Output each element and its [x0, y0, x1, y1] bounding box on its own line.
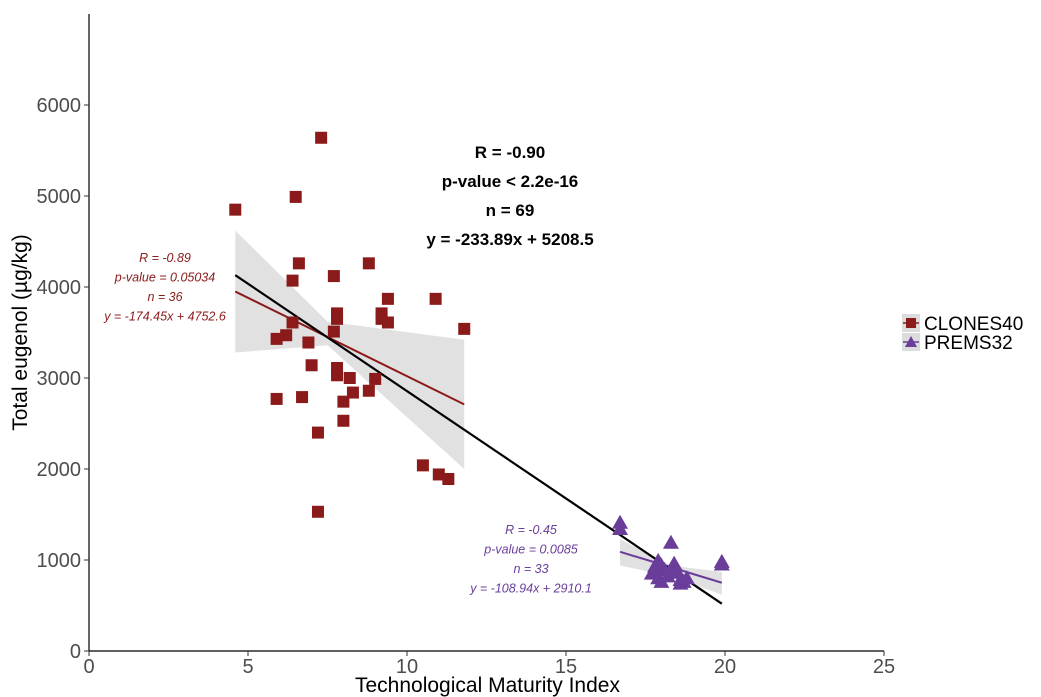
annotation-overall-line: y = -233.89x + 5208.5 [426, 230, 593, 249]
annotation-prems32-line: p-value = 0.0085 [483, 543, 578, 557]
point-clones40 [442, 473, 455, 486]
point-clones40 [296, 391, 309, 404]
axes: 0 5 10 15 20 25 0 1000 2000 3000 4000 5000 6000 Techn… [9, 14, 895, 697]
point-clones40 [315, 131, 328, 144]
point-clones40 [331, 369, 344, 382]
point-clones40 [362, 257, 375, 270]
annotation-prems32-line: n = 33 [513, 562, 548, 576]
point-clones40 [337, 395, 350, 408]
point-clones40 [311, 505, 324, 518]
annotation-clones40: R = -0.89 p-value = 0.05034 n = 36 y = -174… [103, 251, 226, 324]
annotation-clones40-line: n = 36 [147, 290, 182, 304]
point-clones40 [311, 426, 324, 439]
point-clones40 [432, 468, 445, 481]
annotation-prems32-line: y = -108.94x + 2910.1 [469, 582, 592, 596]
fit-line-overall [234, 274, 723, 605]
point-clones40 [286, 274, 299, 287]
annotation-overall-line: p-value < 2.2e-16 [442, 172, 579, 191]
confidence-band-clones40 [235, 230, 465, 469]
point-prems32 [713, 556, 730, 571]
point-prems32 [612, 521, 629, 536]
point-prems32 [675, 573, 692, 588]
point-clones40 [381, 292, 394, 305]
point-clones40 [343, 372, 356, 384]
y-tick-label: 4000 [37, 277, 82, 299]
point-clones40 [362, 384, 375, 397]
point-clones40 [286, 316, 299, 329]
legend-label: CLONES40 [924, 314, 1023, 335]
point-prems32 [662, 564, 679, 579]
point-clones40 [381, 316, 394, 329]
annotations: R = -0.90 p-value < 2.2e-16 n = 69 y = -233… [103, 143, 593, 596]
point-clones40 [289, 190, 302, 203]
annotation-clones40-line: R = -0.89 [139, 251, 191, 265]
point-clones40 [429, 292, 442, 305]
point-prems32 [666, 555, 683, 570]
legend-key-triangle-icon [905, 336, 917, 347]
y-tick-label: 0 [70, 641, 81, 663]
x-tick-label: 0 [83, 656, 94, 678]
regression-lines [234, 274, 723, 605]
point-clones40 [346, 386, 359, 399]
fit-line-clones40 [234, 290, 465, 406]
point-clones40 [327, 325, 340, 338]
point-clones40 [416, 459, 429, 472]
annotation-overall-line: n = 69 [486, 201, 535, 220]
annotation-prems32-line: R = -0.45 [505, 523, 557, 537]
annotation-prems32: R = -0.45 p-value = 0.0085 n = 33 y = -108.… [469, 523, 592, 596]
point-clones40 [458, 322, 471, 335]
x-tick-label: 10 [396, 656, 418, 678]
confidence-bands [235, 230, 722, 595]
annotation-clones40-line: p-value = 0.05034 [114, 271, 215, 285]
legend-key-square-icon [906, 318, 916, 328]
y-tick-label: 3000 [37, 368, 82, 390]
point-clones40 [302, 336, 315, 349]
point-prems32 [647, 558, 664, 573]
point-clones40 [270, 332, 283, 345]
legend-item-clones40: CLONES40 [902, 314, 1023, 335]
point-clones40 [331, 312, 344, 325]
point-clones40 [229, 203, 242, 216]
point-prems32 [653, 573, 670, 588]
x-tick-label: 15 [555, 656, 577, 678]
annotation-overall: R = -0.90 p-value < 2.2e-16 n = 69 y = -233… [426, 143, 593, 249]
y-tick-label: 5000 [37, 186, 82, 208]
legend-item-prems32: PREMS32 [902, 333, 1013, 354]
point-clones40 [369, 372, 382, 385]
y-axis-title: Total eugenol (µg/kg) [9, 234, 32, 431]
point-clones40 [305, 359, 318, 372]
point-clones40 [337, 414, 350, 427]
y-tick-label: 6000 [37, 95, 82, 117]
point-clones40 [292, 257, 305, 270]
point-clones40 [327, 270, 340, 283]
x-tick-label: 25 [873, 656, 895, 678]
point-clones40 [270, 392, 283, 405]
annotation-overall-line: R = -0.90 [475, 143, 545, 162]
point-prems32 [662, 534, 679, 549]
data-points [229, 131, 730, 590]
point-clones40 [280, 329, 293, 342]
x-axis-title: Technological Maturity Index [355, 674, 620, 697]
x-tick-label: 5 [242, 656, 253, 678]
annotation-clones40-line: y = -174.45x + 4752.6 [103, 310, 226, 324]
y-tick-label: 1000 [37, 550, 82, 572]
y-tick-label: 2000 [37, 459, 82, 481]
x-tick-label: 20 [714, 656, 736, 678]
legend-label: PREMS32 [924, 333, 1013, 354]
